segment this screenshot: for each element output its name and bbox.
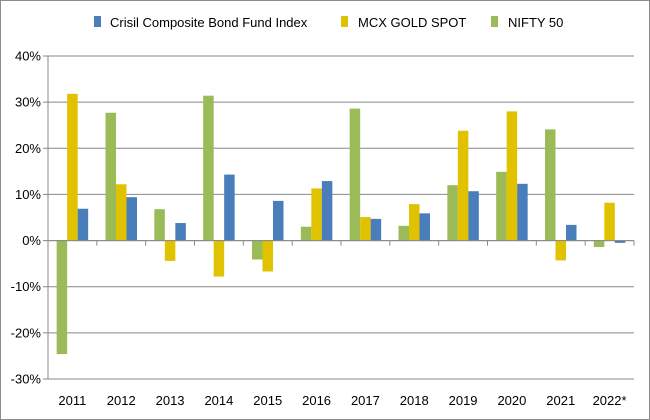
bar-nifty-50-2019 — [447, 185, 458, 241]
bar-crisil-composite-bond-fund-index-2018 — [419, 213, 430, 241]
bar-crisil-composite-bond-fund-index-2014 — [224, 174, 235, 241]
x-tick-label: 2021 — [546, 393, 575, 408]
x-tick-label: 2014 — [204, 393, 233, 408]
y-tick-label: 0% — [22, 233, 41, 248]
bar-crisil-composite-bond-fund-index-2013 — [175, 223, 186, 241]
bar-mcx-gold-spot-2013 — [164, 240, 176, 261]
legend-label: MCX GOLD SPOT — [358, 15, 466, 30]
bar-nifty-50-2018 — [398, 225, 409, 241]
bar-nifty-50-2013 — [154, 209, 165, 241]
bar-nifty-50-2014 — [203, 95, 214, 241]
bar-mcx-gold-spot-2020 — [506, 111, 518, 241]
x-tick-labels: 2011 2012 2013 2014 2015 2016 2017 2018 2019 2020… — [58, 393, 626, 408]
y-tick-labels: -30% -20% -10% 0% 10% 20% 30% 40% — [11, 49, 42, 387]
bars — [56, 93, 626, 355]
bar-crisil-composite-bond-fund-index-2012 — [126, 197, 137, 241]
x-tick-label: 2019 — [449, 393, 478, 408]
bar-mcx-gold-spot-2012 — [116, 184, 127, 241]
bar-mcx-gold-spot-2011 — [67, 93, 78, 241]
y-tick-label: 10% — [15, 187, 41, 202]
y-tick-label: -10% — [11, 279, 42, 294]
bar-crisil-composite-bond-fund-index-2011 — [77, 208, 89, 241]
bar-nifty-50-2011 — [56, 240, 68, 355]
bar-mcx-gold-spot-2016 — [311, 188, 322, 241]
x-tick-label: 2013 — [156, 393, 185, 408]
legend-label: NIFTY 50 — [508, 15, 563, 30]
x-tick-label: 2012 — [107, 393, 136, 408]
y-tick-label: 40% — [15, 49, 41, 64]
x-tick-label: 2016 — [302, 393, 331, 408]
legend-swatch — [491, 16, 498, 27]
bar-crisil-composite-bond-fund-index-2020 — [517, 183, 528, 241]
bar-mcx-gold-spot-2019 — [457, 130, 469, 241]
bar-crisil-composite-bond-fund-index-2021 — [566, 224, 577, 241]
legend-label: Crisil Composite Bond Fund Index — [110, 15, 308, 30]
bar-crisil-composite-bond-fund-index-2016 — [321, 181, 333, 241]
bar-mcx-gold-spot-2021 — [555, 240, 566, 261]
bar-crisil-composite-bond-fund-index-2015 — [273, 200, 284, 241]
x-tick-label: 2018 — [400, 393, 429, 408]
x-tick-label: 2011 — [58, 393, 86, 408]
bar-crisil-composite-bond-fund-index-2017 — [370, 218, 382, 241]
x-tick-label: 2020 — [497, 393, 526, 408]
bar-crisil-composite-bond-fund-index-2022 — [614, 240, 626, 243]
x-tick-label: 2015 — [253, 393, 282, 408]
bar-crisil-composite-bond-fund-index-2019 — [468, 191, 479, 241]
bar-nifty-50-2017 — [349, 108, 361, 241]
axes — [43, 55, 635, 380]
y-tick-label: -20% — [11, 325, 42, 340]
bar-nifty-50-2015 — [252, 240, 263, 260]
bar-nifty-50-2016 — [300, 226, 312, 241]
bar-nifty-50-2012 — [105, 112, 116, 241]
bar-nifty-50-2021 — [545, 129, 556, 241]
bar-nifty-50-2020 — [496, 171, 507, 241]
legend: Crisil Composite Bond Fund Index MCX GOLD… — [94, 15, 563, 30]
x-tick-label: 2017 — [351, 393, 380, 408]
bar-mcx-gold-spot-2015 — [262, 240, 273, 272]
x-tick-label: 2022* — [593, 393, 627, 408]
bar-mcx-gold-spot-2018 — [409, 204, 420, 241]
legend-swatch — [341, 16, 348, 27]
bar-mcx-gold-spot-2014 — [213, 240, 225, 277]
gridlines — [48, 55, 634, 380]
y-tick-label: -30% — [11, 372, 42, 387]
y-tick-label: 30% — [15, 95, 41, 110]
bar-nifty-50-2022 — [593, 240, 605, 248]
bar-mcx-gold-spot-2022 — [604, 202, 615, 241]
bar-mcx-gold-spot-2017 — [360, 217, 371, 241]
legend-swatch — [94, 16, 101, 27]
y-tick-label: 20% — [15, 141, 41, 156]
